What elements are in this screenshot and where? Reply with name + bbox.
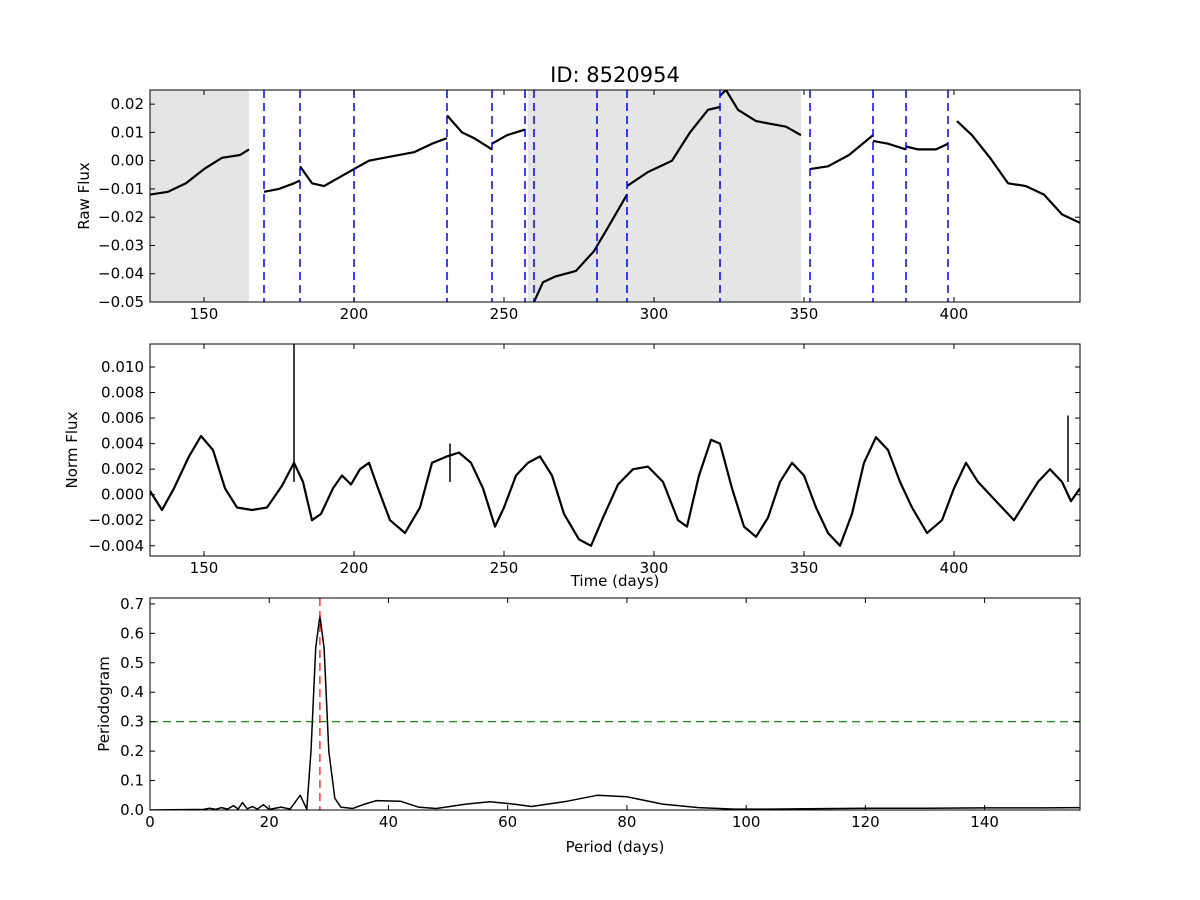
raw-flux-ylabel: Raw Flux xyxy=(75,162,93,230)
raw-flux-ytick-label-1: −0.04 xyxy=(98,265,144,283)
norm-flux-xtick-label-1: 200 xyxy=(340,559,369,577)
norm-flux-plot-area xyxy=(150,344,1080,547)
raw-flux-plot-area xyxy=(150,90,1080,302)
raw-flux-xtick-label-4: 350 xyxy=(790,305,819,323)
raw-flux-xtick-label-0: 150 xyxy=(190,305,219,323)
norm-flux-ytick-label-1: −0.002 xyxy=(88,511,144,529)
norm-flux-xtick-label-5: 400 xyxy=(940,559,969,577)
raw-flux-ytick-label-0: −0.05 xyxy=(98,293,144,311)
raw-flux-series-segment-7 xyxy=(719,90,802,137)
norm-flux-ytick-label-4: 0.004 xyxy=(101,435,144,453)
periodogram-ytick-label-0: 0.0 xyxy=(120,801,144,819)
periodogram-xtick-label-2: 40 xyxy=(379,813,398,831)
periodogram-xlabel: Period (days) xyxy=(566,838,665,856)
periodogram-axes-frame xyxy=(149,597,1081,811)
norm-flux-ytick-label-6: 0.008 xyxy=(101,384,144,402)
raw-flux-ytick-label-6: 0.01 xyxy=(111,123,144,141)
raw-flux-series-segment-11 xyxy=(956,120,1080,224)
periodogram-xtick-label-4: 80 xyxy=(617,813,636,831)
norm-flux-series-line xyxy=(150,434,1080,547)
periodogram-ytick-label-6: 0.6 xyxy=(120,624,144,642)
norm-flux-xtick-label-0: 150 xyxy=(190,559,219,577)
raw-flux-xtick-label-2: 250 xyxy=(490,305,519,323)
norm-flux-ylabel: Norm Flux xyxy=(63,411,81,488)
periodogram-xtick-label-3: 60 xyxy=(498,813,517,831)
norm-flux-ytick-label-3: 0.002 xyxy=(101,460,144,478)
periodogram-ytick-label-1: 0.1 xyxy=(120,772,144,790)
raw-flux-shaded-region-1 xyxy=(528,90,801,302)
periodogram-panel: 0 20 40 60 80 100 120 140 0.0 0.1 0.2 0.3 0.4 0.5 0.6 0… xyxy=(95,595,1081,856)
raw-flux-ytick-label-5: 0.00 xyxy=(111,152,144,170)
raw-flux-xtick-label-1: 200 xyxy=(340,305,369,323)
raw-flux-series-segment-0 xyxy=(150,148,250,196)
periodogram-ytick-label-7: 0.7 xyxy=(120,595,144,613)
raw-flux-series-segment-3 xyxy=(446,114,493,151)
norm-flux-xtick-label-4: 350 xyxy=(790,559,819,577)
figure-title: ID: 8520954 xyxy=(550,63,680,87)
periodogram-ytick-label-4: 0.4 xyxy=(120,683,144,701)
raw-flux-series-segment-1 xyxy=(263,179,301,193)
norm-flux-axes-frame xyxy=(149,343,1081,557)
raw-flux-xtick-label-5: 400 xyxy=(940,305,969,323)
periodogram-xtick-label-7: 140 xyxy=(970,813,999,831)
periodogram-xtick-label-6: 120 xyxy=(851,813,880,831)
raw-flux-shaded-region-0 xyxy=(150,90,249,302)
periodogram-xtick-label-5: 100 xyxy=(732,813,761,831)
norm-flux-xlabel: Time (days) xyxy=(570,572,660,590)
periodogram-ytick-label-2: 0.2 xyxy=(120,742,144,760)
raw-flux-ytick-label-3: −0.02 xyxy=(98,208,144,226)
raw-flux-ytick-label-2: −0.03 xyxy=(98,236,144,254)
raw-flux-series-segment-10 xyxy=(905,142,949,151)
raw-flux-series-segment-2 xyxy=(299,137,448,188)
raw-flux-series-segment-5 xyxy=(532,194,628,302)
periodogram-plot-area xyxy=(150,598,1080,810)
periodogram-xtick-label-0: 0 xyxy=(145,813,155,831)
norm-flux-xtick-label-2: 250 xyxy=(490,559,519,577)
periodogram-ytick-label-3: 0.3 xyxy=(120,713,144,731)
norm-flux-ytick-label-7: 0.010 xyxy=(101,358,144,376)
raw-flux-ytick-label-7: 0.02 xyxy=(111,95,144,113)
raw-flux-axes-frame xyxy=(149,89,1081,303)
norm-flux-ytick-label-5: 0.006 xyxy=(101,409,144,427)
norm-flux-ytick-label-0: −0.004 xyxy=(88,537,144,555)
raw-flux-panel: 150 200 250 300 350 400 −0.05 −0.04 −0.03 −0.02 −0… xyxy=(75,89,1081,323)
raw-flux-xtick-label-3: 300 xyxy=(640,305,669,323)
periodogram-xtick-label-1: 20 xyxy=(260,813,279,831)
periodogram-ytick-label-5: 0.5 xyxy=(120,654,144,672)
raw-flux-series-segment-6 xyxy=(626,105,721,188)
raw-flux-ytick-label-4: −0.01 xyxy=(98,180,144,198)
norm-flux-xtick-label-3: 300 xyxy=(640,559,669,577)
raw-flux-series-segment-8 xyxy=(809,134,874,171)
periodogram-ylabel: Periodogram xyxy=(95,656,113,751)
norm-flux-panel: 150 200 250 300 350 400 −0.004 −0.002 0.000 0.002… xyxy=(63,343,1081,590)
raw-flux-series-segment-9 xyxy=(872,139,907,151)
norm-flux-ytick-label-2: 0.000 xyxy=(101,486,144,504)
raw-flux-series-segment-4 xyxy=(491,128,526,145)
periodogram-series-line xyxy=(150,614,1080,810)
